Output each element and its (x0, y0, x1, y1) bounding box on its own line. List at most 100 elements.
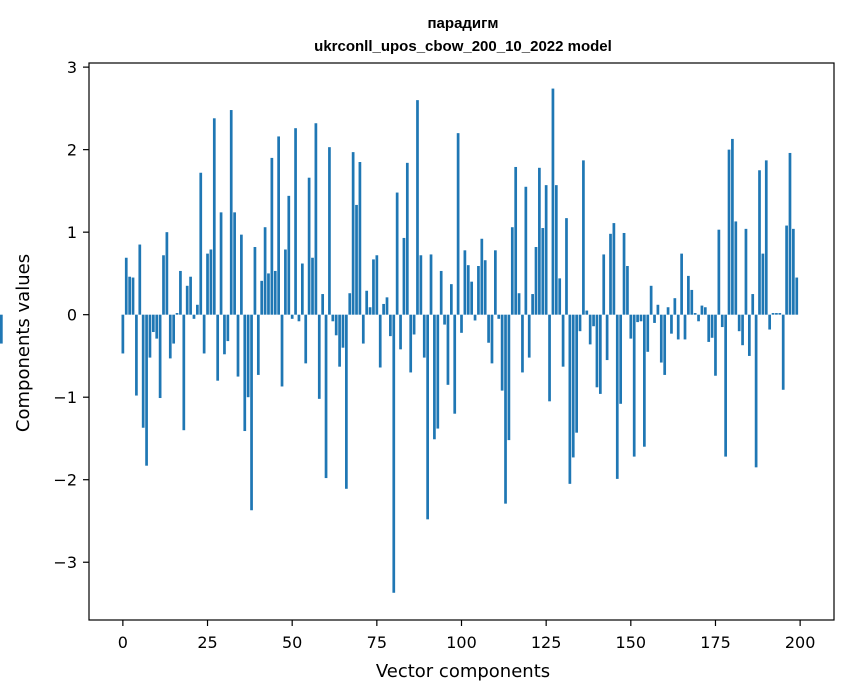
bar-157 (653, 314, 656, 323)
bars-group (0, 88, 799, 593)
bar-29 (219, 212, 223, 315)
bar-103 (470, 281, 474, 315)
y-axis-label: Components values (13, 254, 34, 432)
bar-26 (209, 249, 213, 315)
x-tick-label: 100 (446, 633, 477, 652)
bar-9 (151, 314, 155, 333)
bar-110 (494, 250, 497, 315)
bar-162 (670, 314, 673, 334)
bar-49 (287, 195, 291, 315)
bar-177 (720, 314, 724, 328)
bar-99 (456, 133, 460, 315)
bar-30 (223, 314, 226, 355)
bar-12 (162, 255, 165, 315)
bar-40 (256, 314, 260, 375)
x-tick-label: 50 (282, 633, 302, 652)
bar-130 (561, 314, 565, 367)
bar-114 (507, 314, 511, 441)
bar-120 (527, 314, 531, 358)
bar-82 (399, 314, 402, 350)
bar-83 (402, 237, 406, 315)
bar-151 (632, 314, 636, 457)
bar-60 (324, 314, 328, 479)
bar-149 (626, 266, 629, 315)
bar-190 (764, 160, 768, 315)
bar-54 (304, 314, 308, 364)
bar-153 (639, 314, 643, 322)
bar-93 (436, 314, 440, 429)
x-tick-label: 25 (197, 633, 217, 652)
x-tick-label: 200 (785, 633, 816, 652)
bar-172 (703, 307, 707, 315)
bar-2 (128, 276, 131, 315)
bar-121 (531, 294, 534, 315)
bar-196 (785, 225, 788, 315)
bar-63 (334, 314, 338, 336)
bar-106 (480, 238, 484, 315)
bar-19 (185, 285, 189, 315)
bar-100 (460, 314, 463, 333)
bar-87 (416, 100, 419, 315)
bar-65 (341, 314, 345, 348)
bar-64 (338, 314, 341, 367)
y-tick-label: 1 (67, 223, 77, 242)
bar-38 (250, 314, 253, 511)
bar-180 (731, 138, 734, 315)
bar-185 (747, 314, 751, 356)
bar-159 (659, 314, 663, 363)
bar-66 (345, 314, 348, 489)
bar-72 (365, 290, 369, 315)
bar-70 (358, 162, 362, 315)
x-axis-label: Vector components (376, 661, 550, 682)
bar-108 (487, 314, 490, 343)
bar-68 (351, 152, 355, 315)
bar-160 (663, 314, 667, 375)
bar-8 (148, 314, 152, 358)
bar-51 (294, 128, 297, 315)
bar-53 (300, 263, 304, 315)
bar-44 (270, 157, 274, 315)
bar-194 (778, 313, 782, 315)
bar-170 (697, 314, 700, 322)
bar-7 (145, 314, 148, 466)
bar-34 (236, 314, 240, 377)
bar-140 (595, 314, 599, 388)
bar-77 (382, 303, 385, 315)
bar-61 (328, 147, 331, 315)
bar-89 (422, 314, 426, 358)
bar-166 (683, 314, 687, 340)
bar-76 (378, 314, 382, 368)
bar-56 (311, 257, 314, 315)
y-tick-label: 3 (67, 58, 77, 77)
bar-21 (192, 314, 196, 319)
bar-41 (260, 280, 264, 315)
bar-141 (598, 314, 602, 394)
bar-18 (182, 314, 186, 431)
bar-171 (700, 305, 704, 315)
bar-128 (554, 185, 558, 315)
bar-165 (680, 253, 683, 315)
bar-81 (395, 192, 399, 315)
bar-13 (165, 232, 169, 315)
y-tick-label: −2 (53, 471, 77, 490)
bar-10 (155, 314, 159, 339)
bar-78 (385, 297, 389, 315)
bar-119 (524, 186, 528, 315)
bar-24 (202, 314, 206, 354)
bar-92 (433, 314, 436, 440)
bar-75 (375, 255, 379, 315)
x-tick-label: 125 (531, 633, 562, 652)
y-tick-label: 0 (67, 306, 77, 325)
bar-80 (392, 314, 396, 593)
bar-158 (656, 304, 660, 315)
bar-84 (405, 162, 409, 315)
bar-42 (263, 227, 267, 315)
bar-169 (693, 313, 697, 315)
bar-197 (788, 152, 792, 315)
bar-164 (676, 314, 680, 340)
bar-17 (179, 270, 182, 315)
bar-181 (734, 221, 738, 315)
bar-137 (585, 310, 589, 315)
x-tick-label: 150 (616, 633, 647, 652)
